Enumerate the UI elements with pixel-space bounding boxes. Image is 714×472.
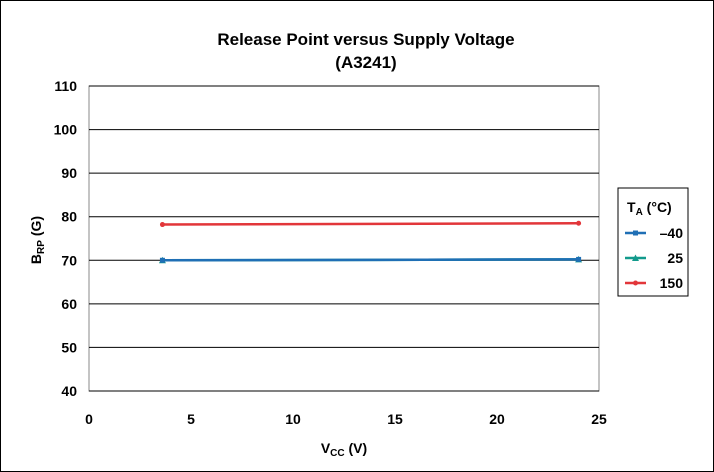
y-tick-label: 60	[61, 296, 77, 312]
x-tick-label: 5	[187, 411, 195, 427]
plot-area	[88, 85, 600, 392]
series-line	[162, 258, 579, 262]
legend-marker	[633, 280, 638, 286]
legend-title: TA (°C)	[627, 199, 672, 218]
legend-item: 150	[625, 275, 683, 291]
legend-items: –40 25 150	[625, 225, 683, 291]
data-point	[576, 256, 582, 262]
y-tick-label: 80	[61, 209, 77, 225]
data-point	[159, 257, 165, 263]
series-line	[162, 222, 579, 226]
x-tick-label: 20	[489, 411, 505, 427]
data-point	[576, 220, 582, 226]
x-axis-label: VCC (V)	[321, 440, 367, 459]
y-tick-label: 50	[61, 339, 77, 355]
x-tick-label: 10	[285, 411, 301, 427]
chart-subtitle: (A3241)	[335, 53, 396, 72]
legend: TA (°C) –40 25 150	[617, 187, 689, 297]
legend-item: 25	[625, 250, 683, 266]
legend-marker	[632, 254, 639, 261]
legend-item: –40	[625, 225, 683, 241]
x-tick-label: 15	[387, 411, 403, 427]
x-tick-label: 0	[85, 411, 93, 427]
series-0	[159, 256, 582, 263]
x-tick-labels: 0 5 10 15 20 25	[85, 411, 607, 427]
chart-title: Release Point versus Supply Voltage	[217, 30, 514, 49]
y-tick-label: 110	[54, 78, 77, 94]
y-tick-labels: 40 50 60 70 80 90 100 110	[54, 78, 78, 399]
series-lines	[158, 220, 583, 264]
x-tick-label: 25	[591, 411, 607, 427]
series-2	[159, 220, 582, 228]
legend-box	[617, 187, 689, 297]
y-tick-label: 40	[61, 383, 77, 399]
y-tick-label: 90	[61, 165, 77, 181]
legend-label: –40	[660, 225, 684, 241]
y-axis-label: BRP (G)	[28, 216, 47, 264]
y-tick-label: 100	[54, 122, 78, 138]
legend-marker	[633, 230, 638, 236]
data-point	[159, 222, 165, 228]
legend-label: 25	[667, 250, 683, 266]
y-tick-label: 70	[61, 252, 77, 268]
legend-label: 150	[660, 275, 684, 291]
